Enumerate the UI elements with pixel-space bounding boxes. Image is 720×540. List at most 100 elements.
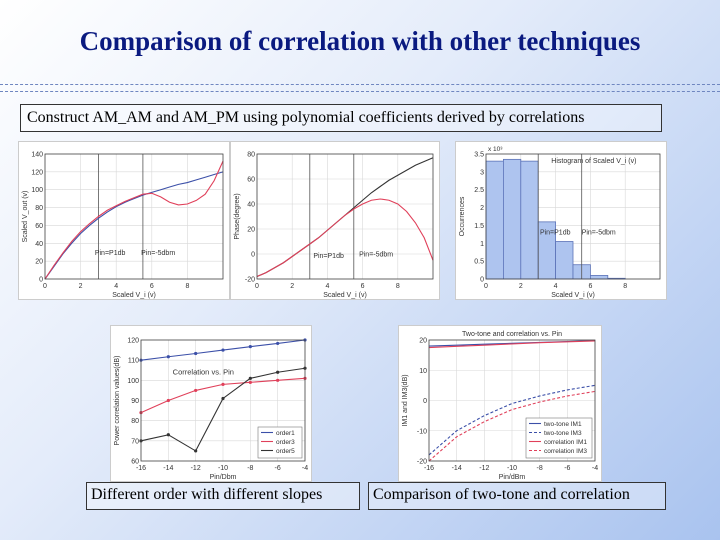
x-tick-label: -16	[136, 465, 146, 472]
annotation-label: Pin=P1db	[95, 250, 126, 257]
y-tick-label: 60	[35, 223, 43, 230]
y-tick-label: 90	[131, 398, 139, 405]
y-axis-label: Phase(degree)	[234, 193, 241, 239]
am-am-chart-panel: 0 2 4 6 8 0 20 40 60 80 100 120 140 Scaled V_i (v) Sca…	[18, 141, 230, 300]
chart-title: Two-tone and correlation vs. Pin	[462, 331, 562, 338]
x-tick-label: 2	[290, 283, 294, 290]
y-tick-label: 3.5	[474, 152, 484, 159]
annotation-label: Pin=-5dbm	[141, 250, 175, 257]
y-tick-label: 20	[247, 227, 255, 234]
x-axis-label: Pin/Dbm	[210, 474, 237, 481]
am-pm-chart-panel: 0 2 4 6 8 -20 0 20 40 60 80 Scaled V_i (v) Phase(deg…	[230, 141, 440, 300]
data-point	[221, 382, 225, 386]
y-tick-label: 1	[480, 241, 484, 248]
chart-title: Correlation vs. Pin	[173, 367, 234, 376]
legend-label: correlation IM3	[544, 448, 587, 455]
data-point	[221, 348, 225, 352]
y-tick-label: 100	[31, 187, 43, 194]
x-tick-label: -8	[537, 465, 543, 472]
x-tick-label: 8	[623, 283, 627, 290]
series-line	[256, 198, 434, 278]
series-line	[428, 384, 596, 456]
axes-frame	[140, 339, 306, 462]
x-tick-label: -4	[302, 465, 308, 472]
chart-title: Histogram of Scaled V_i (v)	[551, 158, 636, 165]
caption-right: Comparison of two-tone and correlation	[373, 486, 630, 503]
x-tick-label: 4	[554, 283, 558, 290]
y-tick-label: 20	[419, 338, 427, 345]
y-tick-label: 0	[480, 277, 484, 284]
y-axis-label: IM1 and IM3(dB)	[402, 374, 409, 426]
x-tick-label: -4	[592, 465, 598, 472]
y-tick-label: -20	[417, 459, 427, 466]
data-point	[276, 378, 280, 382]
data-point	[248, 380, 252, 384]
data-point	[276, 370, 280, 374]
y-tick-label: 80	[35, 205, 43, 212]
subtitle-box: Construct AM_AM and AM_PM using polynomi…	[20, 104, 662, 132]
y-tick-label: 1.5	[474, 223, 484, 230]
caption-left-box: Different order with different slopes	[86, 482, 360, 510]
y-axis-label: Scaled V_out (v)	[22, 191, 29, 243]
y-tick-label: -10	[417, 428, 427, 435]
y-tick-label: 0	[39, 277, 43, 284]
data-point	[248, 345, 252, 349]
twotone-chart: -16 -14 -12 -10 -8 -6 -4 -20 -10 0 10 20 Pin/dBm IM1 …	[402, 331, 598, 481]
histogram-chart-panel: 0 2 4 6 8 0 0.5 1 1.5 2 2.5 3 3.5 Scaled V_i (v) Occur…	[455, 141, 667, 300]
legend-label: order5	[276, 448, 295, 455]
x-axis-label: Scaled V_i (v)	[551, 292, 595, 299]
y-tick-label: 0	[251, 252, 255, 259]
y-tick-label: 110	[128, 358, 139, 365]
caption-left: Different order with different slopes	[91, 486, 323, 503]
data-point	[194, 351, 198, 356]
axes-frame	[428, 339, 596, 462]
y-tick-label: 2	[480, 205, 484, 212]
x-tick-label: -10	[218, 465, 228, 472]
x-axis-label: Scaled V_i (v)	[112, 292, 156, 299]
y-tick-label: 80	[247, 152, 255, 159]
slide-subtitle: Construct AM_AM and AM_PM using polynomi…	[27, 109, 585, 126]
title-divider-top	[0, 84, 720, 85]
x-tick-label: 0	[43, 283, 47, 290]
x-tick-label: 2	[79, 283, 83, 290]
legend-label: order1	[276, 430, 295, 437]
legend-box	[525, 417, 593, 459]
x-tick-label: -16	[424, 465, 434, 472]
x-tick-label: -12	[479, 465, 489, 472]
y-tick-label: 80	[131, 418, 139, 425]
x-tick-label: 8	[396, 283, 400, 290]
axis-exponent: x 10³	[488, 146, 503, 153]
annotation-label: Pin=P1db	[540, 229, 571, 236]
x-tick-label: -6	[564, 465, 570, 472]
annotation-label: Pin=-5dbm	[582, 229, 616, 236]
y-tick-label: 120	[127, 338, 139, 345]
x-axis-label: Pin/dBm	[499, 474, 526, 481]
x-tick-label: -12	[191, 465, 201, 472]
annotation-label: Pin=P1db	[313, 253, 344, 260]
series-line	[428, 340, 596, 349]
slide-title: Comparison of correlation with other tec…	[79, 26, 641, 56]
legend-label: order3	[276, 439, 295, 446]
y-tick-label: 20	[35, 259, 43, 266]
y-tick-label: 2.5	[474, 187, 484, 194]
caption-right-box: Comparison of two-tone and correlation	[368, 482, 666, 510]
data-point	[166, 433, 170, 437]
x-tick-label: 6	[588, 283, 592, 290]
data-point	[166, 355, 170, 359]
twotone-chart-panel: -16 -14 -12 -10 -8 -6 -4 -20 -10 0 10 20 Pin/dBm IM1 …	[398, 325, 602, 482]
legend-label: two-tone IM3	[544, 430, 582, 437]
legend-label: two-tone IM1	[544, 421, 582, 428]
y-tick-label: 70	[131, 438, 139, 445]
data-point	[221, 396, 225, 401]
y-tick-label: 120	[31, 169, 43, 176]
x-tick-label: 4	[114, 283, 118, 290]
histogram-bar	[485, 160, 504, 280]
y-tick-label: 140	[31, 152, 43, 159]
series-line	[428, 390, 596, 462]
orders-chart: -16 -14 -12 -10 -8 -6 -4 60 70 80 90 100 110 120 Pin/D…	[114, 338, 308, 482]
series-line	[44, 160, 224, 280]
y-tick-label: -20	[245, 277, 255, 284]
y-tick-label: 40	[35, 241, 43, 248]
